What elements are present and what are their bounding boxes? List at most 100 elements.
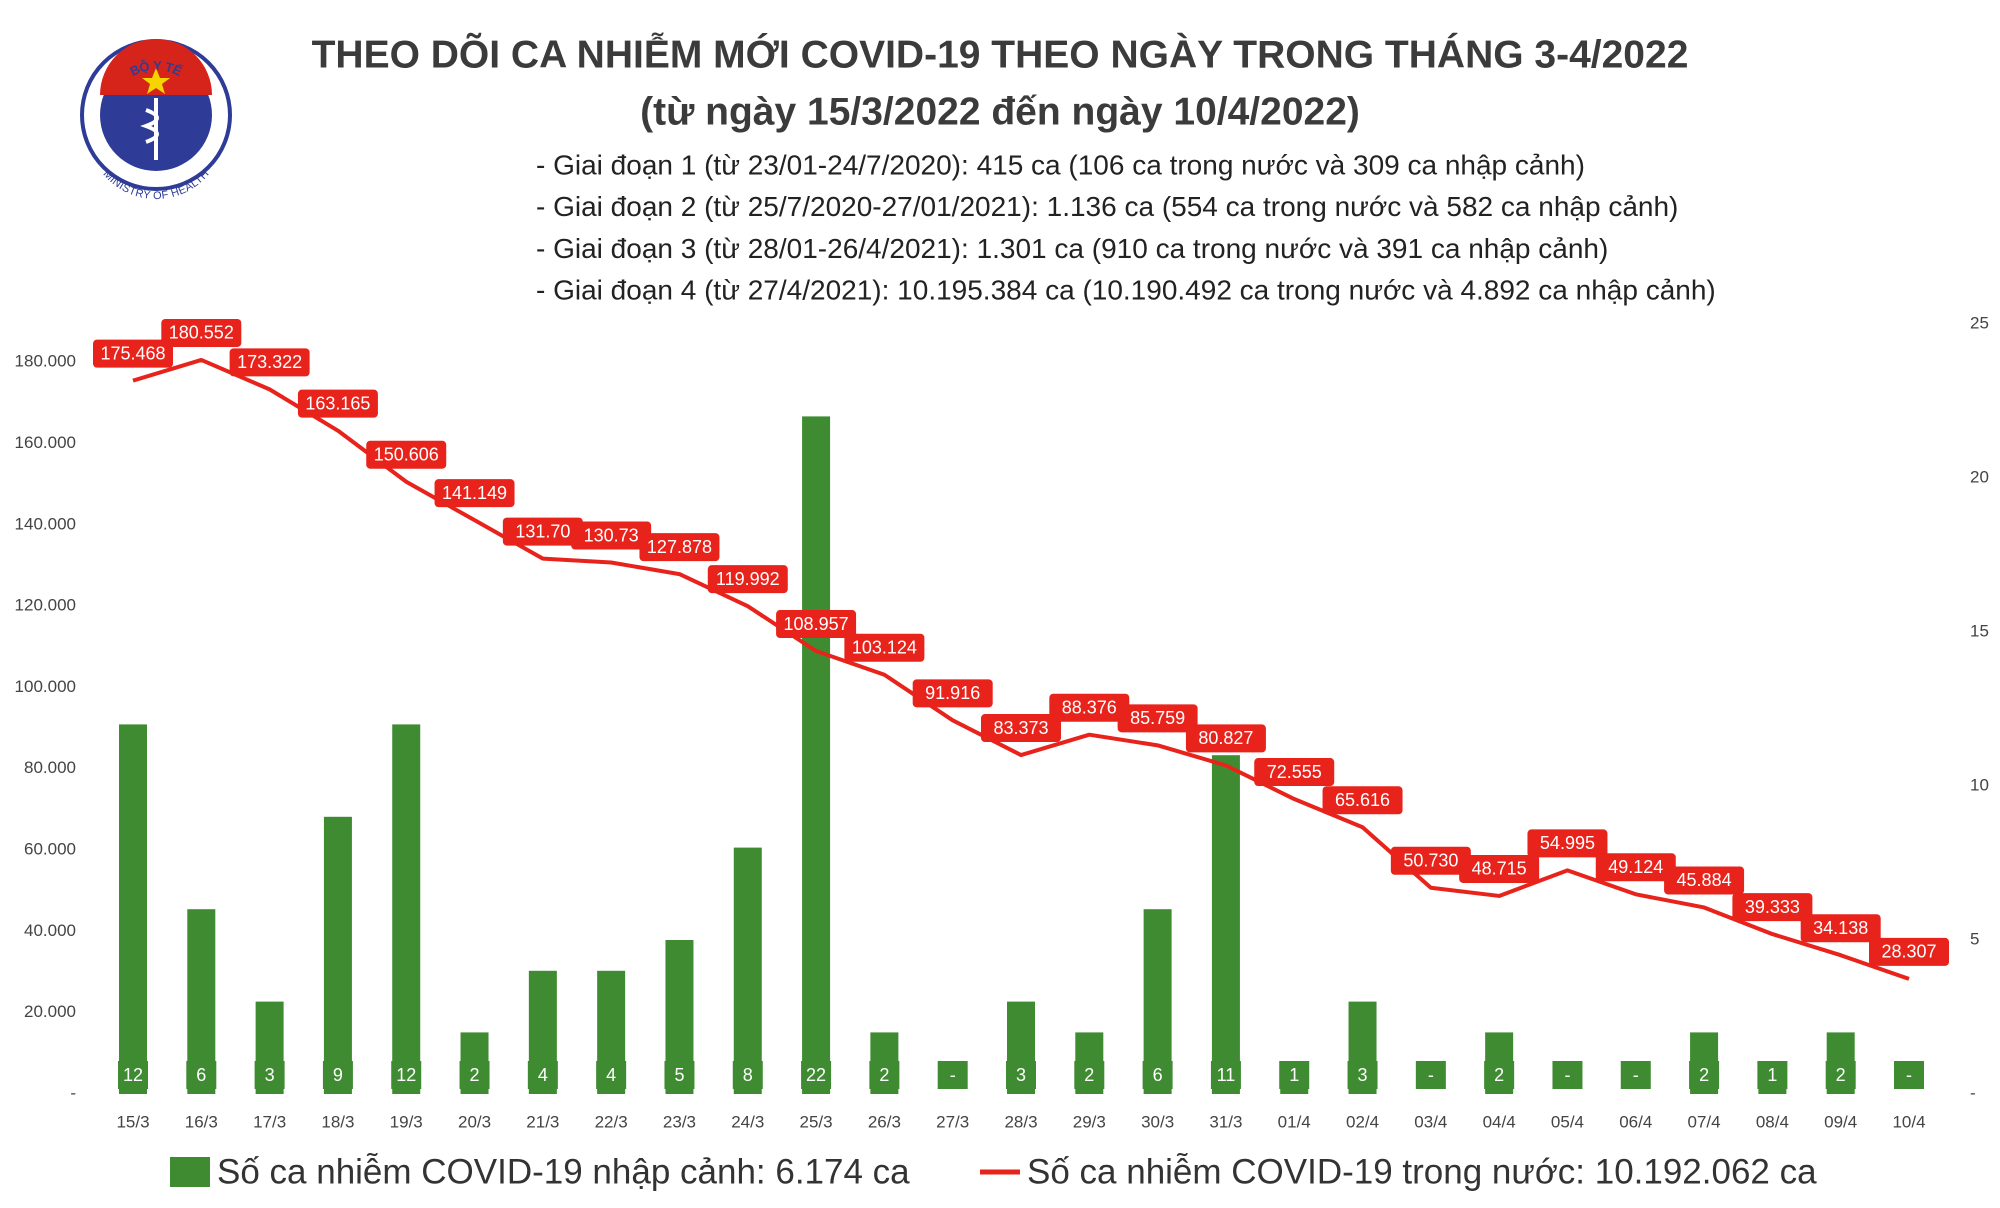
line-label: 72.555 (1267, 762, 1322, 782)
x-tick-label: 06/4 (1619, 1112, 1652, 1131)
bar (323, 816, 352, 1094)
bar-label-box (1142, 1061, 1173, 1089)
bar-label: 12 (123, 1065, 143, 1085)
line-label-box (1869, 937, 1949, 966)
logo: BỘ Y TẾ MINISTRY OF HEALTH (80, 39, 232, 202)
bar-label: 1 (1767, 1065, 1777, 1085)
legend-swatch (170, 1157, 210, 1187)
bar-label-box (1006, 1061, 1036, 1089)
x-tick-label: 29/3 (1073, 1112, 1106, 1131)
bar-label: 3 (1358, 1065, 1368, 1085)
bar-label: - (1906, 1065, 1912, 1085)
note-line: - Giai đoạn 3 (từ 28/01-26/4/2021): 1.30… (536, 233, 1608, 264)
note-line: - Giai đoạn 4 (từ 27/4/2021): 10.195.384… (536, 274, 1716, 305)
logo-symbol (140, 98, 159, 160)
y-tick-label: - (70, 1083, 76, 1102)
x-tick-label: 27/3 (936, 1112, 969, 1131)
bar-label-box (1825, 1061, 1856, 1089)
y-tick-label: 120.000 (15, 596, 76, 615)
line-label: 83.373 (993, 718, 1048, 738)
x-tick-label: 31/3 (1209, 1112, 1242, 1131)
bar-label: 5 (674, 1065, 684, 1085)
y2-tick-label: 20 (1970, 467, 1989, 486)
x-tick-label: 09/4 (1824, 1112, 1857, 1131)
line-label-box (707, 565, 788, 594)
bar (392, 724, 421, 1094)
x-tick-label: 22/3 (595, 1112, 628, 1131)
y-tick-label: 140.000 (15, 514, 76, 533)
line-label: 119.992 (716, 569, 780, 589)
bar-label: 2 (1836, 1065, 1846, 1085)
x-tick-label: 10/4 (1892, 1112, 1925, 1131)
bar-label: 2 (1699, 1065, 1709, 1085)
line-label-box (1185, 724, 1266, 753)
line-label-box (366, 440, 447, 469)
y2-tick-label: 15 (1970, 621, 1989, 640)
bar-label: 2 (1494, 1065, 1504, 1085)
logo-star (142, 68, 170, 94)
line (132, 357, 1910, 981)
x-tick-label: 20/3 (458, 1112, 491, 1131)
bar-label-box (391, 1061, 422, 1089)
line-label: 48.715 (1472, 859, 1527, 879)
bar-label-box (801, 1061, 832, 1089)
line-label: 103.124 (852, 638, 917, 658)
bar-label: 12 (396, 1065, 416, 1085)
line-label: 85.759 (1130, 708, 1185, 728)
bar-label: - (950, 1065, 956, 1085)
x-tick-label: 02/4 (1346, 1112, 1379, 1131)
line-label-box (912, 679, 993, 708)
line-label: 130.73 (584, 525, 639, 545)
line-label-box (502, 517, 583, 546)
x-tick-label: 21/3 (526, 1112, 559, 1131)
bar-label: 9 (333, 1065, 343, 1085)
x-tick-label: 26/3 (868, 1112, 901, 1131)
x-tick-label: 28/3 (1004, 1112, 1037, 1131)
bar-label: 4 (538, 1065, 548, 1085)
bar-label: - (1564, 1065, 1570, 1085)
line-label: 80.827 (1198, 728, 1253, 748)
legend-label: Số ca nhiễm COVID-19 nhập cảnh: 6.174 ca (217, 1152, 910, 1191)
line-label-box (1459, 854, 1540, 883)
bar-label-box (527, 1061, 558, 1089)
line-label-box (1527, 829, 1608, 858)
line-label: 127.878 (647, 537, 712, 557)
bar-label: 11 (1217, 1065, 1236, 1085)
bar-label: 22 (806, 1065, 826, 1085)
line-label: 180.552 (169, 323, 234, 343)
x-tick-label: 30/3 (1141, 1112, 1174, 1131)
y2-tick-label: 25 (1970, 313, 1989, 332)
bar-label: 6 (1153, 1065, 1163, 1085)
y2-tick-label: 10 (1970, 775, 1989, 794)
x-tick-label: 23/3 (663, 1112, 696, 1131)
bar-label-box (186, 1061, 217, 1089)
bar (119, 724, 147, 1094)
line-label-box (639, 533, 720, 562)
line-label: 28.307 (1881, 942, 1936, 962)
bar-label-box (322, 1061, 353, 1089)
x-tick-label: 04/4 (1483, 1112, 1516, 1131)
line-label-box (93, 339, 173, 368)
bar-label-box (459, 1061, 490, 1089)
x-tick-label: 08/4 (1756, 1112, 1789, 1131)
note-line: - Giai đoạn 1 (từ 23/01-24/7/2020): 415 … (536, 149, 1585, 180)
logo-top-text: BỘ Y TẾ (128, 58, 185, 79)
line-label: 34.138 (1813, 918, 1868, 938)
line-label: 50.730 (1403, 851, 1458, 871)
line-label: 88.376 (1062, 697, 1117, 717)
line-label-box (1595, 853, 1676, 882)
bar-label-box (1347, 1061, 1378, 1089)
line-label: 175.468 (100, 343, 165, 363)
y-tick-label: 60.000 (24, 840, 76, 859)
chart-title: THEO DÕI CA NHIỄM MỚI COVID-19 THEO NGÀY… (312, 32, 1689, 76)
y-tick-label: 180.000 (15, 352, 76, 371)
line-label-box (776, 610, 857, 639)
bar-label: - (1428, 1065, 1434, 1085)
line-label-box (981, 714, 1061, 743)
line-label: 131.70 (515, 521, 570, 541)
line-label: 150.606 (374, 444, 439, 464)
bar-label-box (596, 1061, 627, 1089)
line-label: 45.884 (1677, 870, 1732, 890)
bar-label-box (1074, 1061, 1105, 1089)
